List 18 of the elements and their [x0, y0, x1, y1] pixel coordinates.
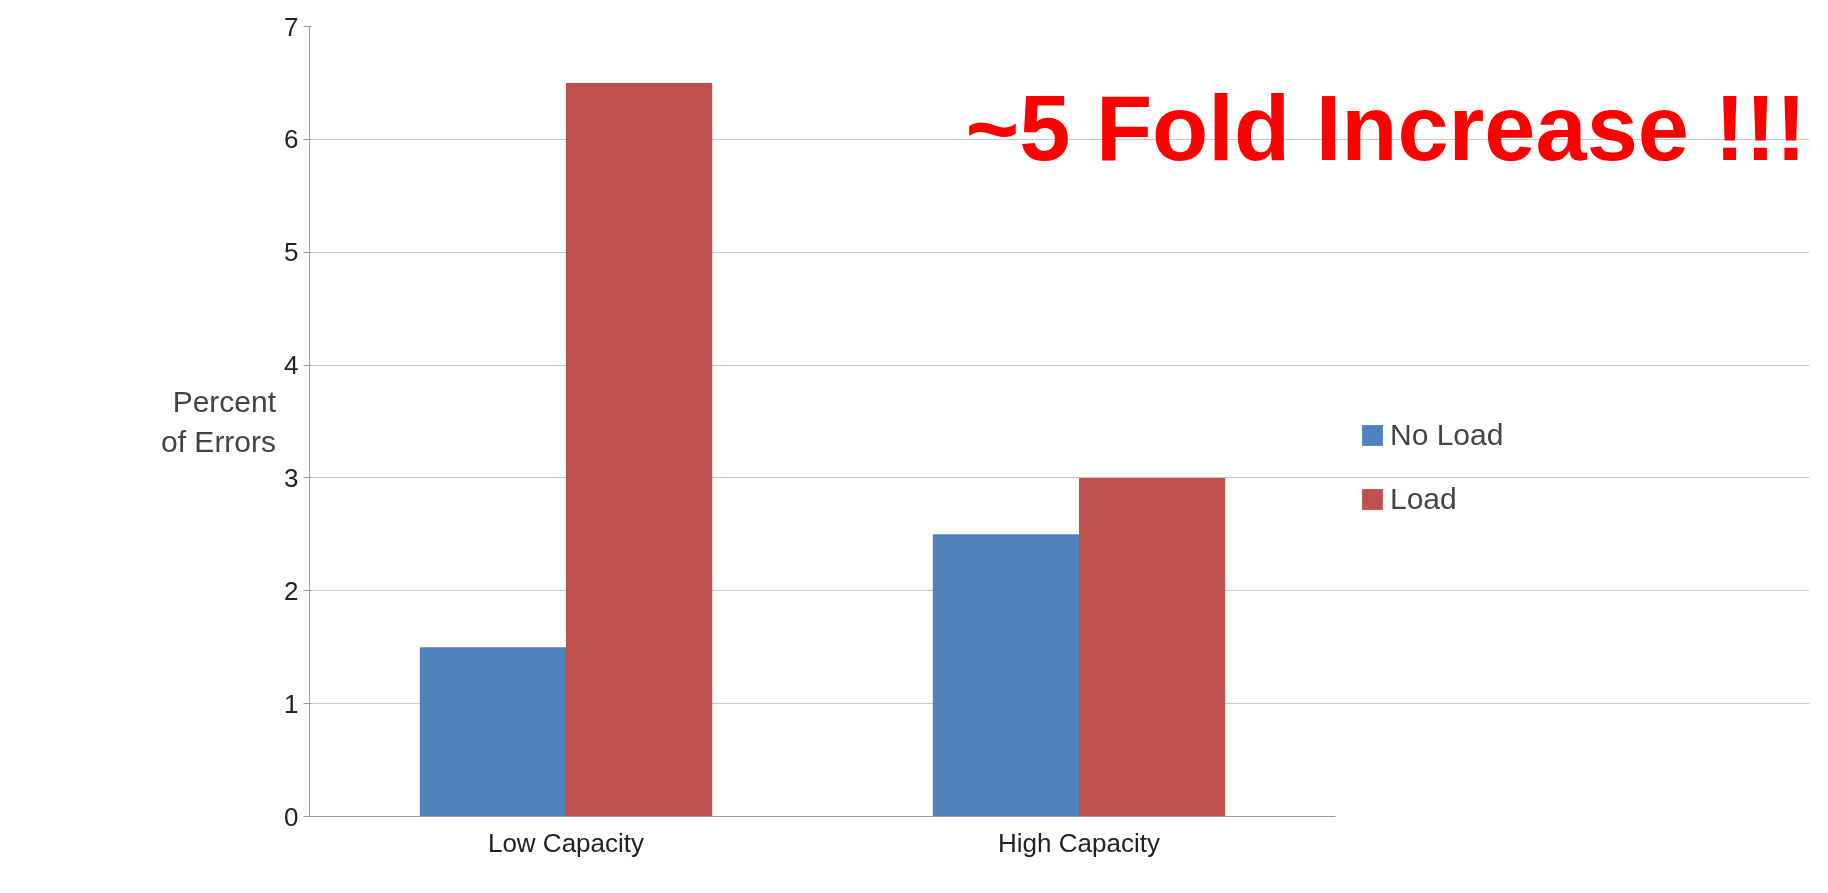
- bar: [1079, 477, 1226, 817]
- y-tick-label: 5: [284, 237, 299, 268]
- x-tick-label: Low Capacity: [487, 827, 645, 858]
- y-tick-label: 4: [284, 350, 299, 381]
- y-tick-label: 0: [284, 801, 299, 832]
- annotation: ~5 Fold Increase !!!: [965, 76, 1807, 179]
- y-tick-label: 6: [284, 124, 299, 155]
- y-tick-label: 7: [284, 11, 299, 42]
- bar: [932, 534, 1079, 817]
- bar: [419, 647, 566, 817]
- legend-label: Load: [1390, 482, 1457, 516]
- legend-label: No Load: [1390, 418, 1504, 452]
- y-tick-label: 2: [284, 575, 299, 606]
- y-tick-label: 1: [284, 688, 299, 719]
- bar: [566, 82, 713, 817]
- y-axis-title: Percent of Errors: [161, 385, 277, 458]
- y-tick-label: 3: [284, 462, 299, 493]
- x-tick-label: High Capacity: [998, 827, 1160, 858]
